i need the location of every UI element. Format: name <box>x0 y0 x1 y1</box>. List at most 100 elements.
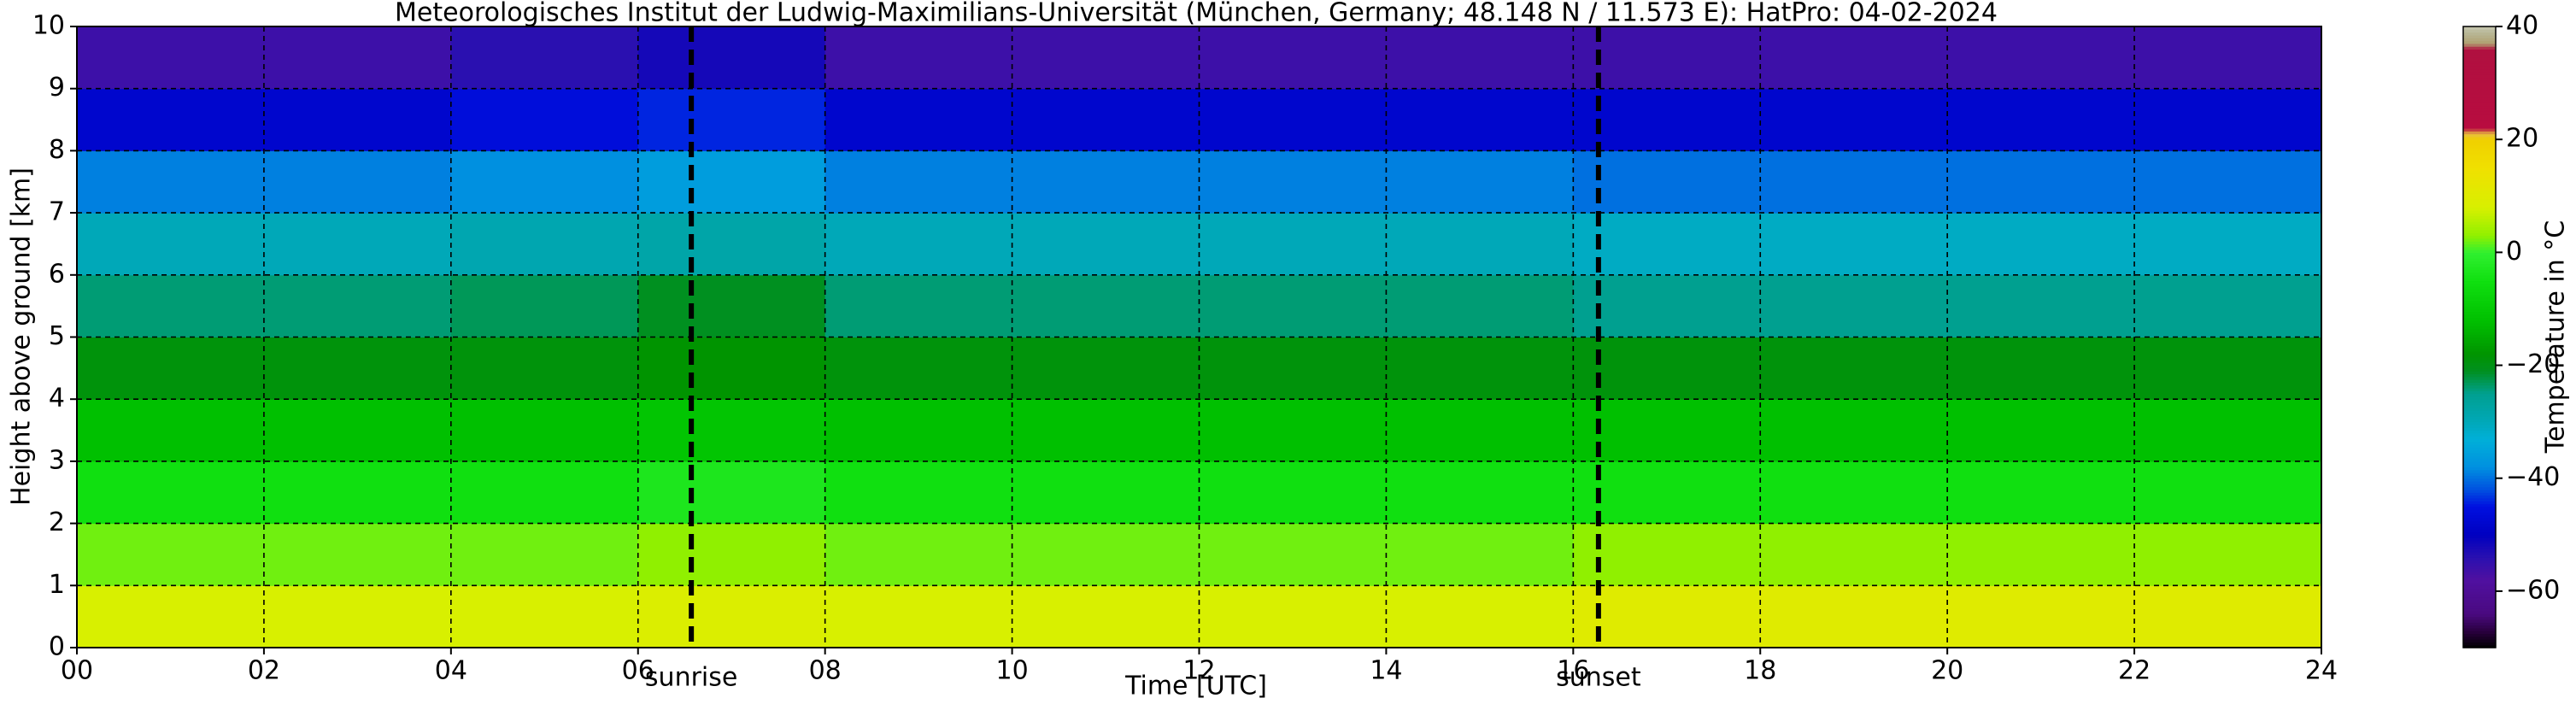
colorbar-swatch <box>2463 314 2496 318</box>
heatmap-cell <box>1760 399 1948 462</box>
colorbar-swatch <box>2463 503 2496 507</box>
colorbar-tick-label: 20 <box>2506 124 2538 154</box>
colorbar-swatch <box>2463 331 2496 335</box>
heatmap-cell <box>1199 399 1387 462</box>
heatmap-cell <box>1573 399 1761 462</box>
colorbar-swatch <box>2463 432 2496 437</box>
heatmap-cell <box>263 26 452 90</box>
heatmap-cell <box>1386 150 1574 214</box>
colorbar-swatch <box>2463 367 2496 372</box>
colorbar-swatch <box>2463 74 2496 79</box>
x-tick-label: 02 <box>248 656 280 686</box>
colorbar-swatch <box>2463 38 2496 42</box>
colorbar-swatch <box>2463 60 2496 64</box>
heatmap-cell <box>824 274 1013 337</box>
heatmap-cell <box>2134 585 2322 648</box>
heatmap-cell <box>77 337 265 400</box>
heatmap-cell <box>1947 523 2135 586</box>
y-tick-label: 1 <box>49 570 65 600</box>
heatmap-cell <box>450 523 639 586</box>
colorbar-swatch <box>2463 554 2496 558</box>
colorbar-swatch <box>2463 402 2496 406</box>
heatmap-cell <box>637 461 826 525</box>
colorbar-swatch <box>2463 588 2496 592</box>
heatmap-cell <box>637 26 826 90</box>
heatmap-cell <box>77 88 265 151</box>
colorbar-swatch <box>2463 619 2496 623</box>
colorbar-swatch <box>2463 345 2496 349</box>
colorbar-swatch <box>2463 192 2496 197</box>
colorbar-swatch <box>2463 481 2496 484</box>
heatmap-cell <box>2134 399 2322 462</box>
heatmap-cell <box>1760 523 1948 586</box>
colorbar-swatch <box>2463 337 2496 341</box>
heatmap-cell <box>263 337 452 400</box>
colorbar-swatch <box>2463 272 2496 276</box>
heatmap-cell <box>2134 26 2322 90</box>
colorbar-swatch <box>2463 103 2496 107</box>
x-tick-label: 06 <box>622 656 654 686</box>
heatmap-cell <box>77 399 265 462</box>
colorbar-swatch <box>2463 469 2496 473</box>
heatmap-cell <box>2134 523 2322 586</box>
x-tick-label: 18 <box>1744 656 1776 686</box>
colorbar-swatch <box>2463 602 2496 607</box>
heatmap-cell <box>1012 150 1200 214</box>
colorbar-swatch <box>2463 458 2496 462</box>
heatmap-cell <box>77 585 265 648</box>
colorbar-swatch <box>2463 408 2496 412</box>
colorbar-swatch <box>2463 517 2496 521</box>
heatmap-cell <box>1947 585 2135 648</box>
x-tick-label: 00 <box>61 656 93 686</box>
annotation-label: sunrise <box>645 663 737 693</box>
colorbar-swatch <box>2463 534 2496 538</box>
heatmap-cell <box>1012 523 1200 586</box>
colorbar-swatch <box>2463 136 2496 140</box>
colorbar-swatch <box>2463 436 2496 440</box>
colorbar-swatch <box>2463 266 2496 270</box>
colorbar-swatch <box>2463 29 2496 33</box>
colorbar-swatch <box>2463 164 2496 168</box>
heatmap-cell <box>1386 274 1574 337</box>
x-tick-label: 10 <box>995 656 1028 686</box>
colorbar-swatch <box>2463 46 2496 50</box>
colorbar-swatch <box>2463 631 2496 635</box>
colorbar-swatch <box>2463 148 2496 151</box>
colorbar-swatch <box>2463 354 2496 358</box>
colorbar-swatch <box>2463 413 2496 417</box>
colorbar-label: Temperature in °C <box>2541 220 2571 454</box>
y-tick-label: 8 <box>49 135 65 165</box>
heatmap-cell <box>1573 461 1761 525</box>
x-tick-label: 16 <box>1557 656 1589 686</box>
heatmap-cell <box>1199 88 1387 151</box>
colorbar-swatch <box>2463 83 2496 86</box>
colorbar-swatch <box>2463 543 2496 547</box>
heatmap-cell <box>824 585 1013 648</box>
heatmap-cell <box>1386 26 1574 90</box>
colorbar-swatch <box>2463 497 2496 502</box>
heatmap-cell <box>1012 337 1200 400</box>
colorbar-swatch <box>2463 452 2496 456</box>
heatmap-cell <box>1573 26 1761 90</box>
heatmap-cell <box>1012 399 1200 462</box>
heatmap-cell <box>450 461 639 525</box>
colorbar-swatch <box>2463 613 2496 618</box>
colorbar-swatch <box>2463 221 2496 225</box>
colorbar-swatch <box>2463 153 2496 157</box>
colorbar-swatch <box>2463 492 2496 496</box>
colorbar-swatch <box>2463 571 2496 575</box>
colorbar-swatch <box>2463 387 2496 391</box>
heatmap-cell <box>824 150 1013 214</box>
colorbar-tick-label: 0 <box>2506 237 2522 267</box>
colorbar-swatch <box>2463 122 2496 126</box>
colorbar-swatch <box>2463 209 2496 214</box>
heatmap-cell <box>824 213 1013 276</box>
colorbar-swatch <box>2463 32 2496 36</box>
heatmap-cell <box>1760 150 1948 214</box>
heatmap-cell <box>77 213 265 276</box>
heatmap-cell <box>1573 274 1761 337</box>
heatmap-cell <box>1573 585 1761 648</box>
heatmap-cell <box>1199 523 1387 586</box>
colorbar-swatch <box>2463 249 2496 253</box>
colorbar-swatch <box>2463 94 2496 98</box>
